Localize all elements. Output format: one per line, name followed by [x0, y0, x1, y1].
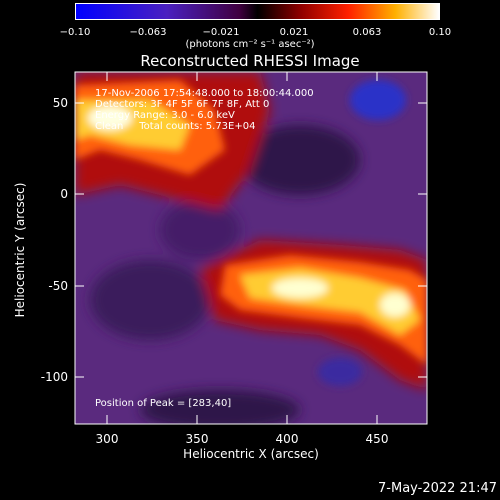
- x-tick-label: 450: [366, 432, 389, 446]
- plot-frame: [74, 71, 428, 425]
- x-axis-label: Heliocentric X (arcsec): [183, 447, 319, 461]
- y-tick-label: 50: [53, 96, 68, 110]
- y-ticks: [75, 102, 427, 378]
- colorbar-unit-label: (photons cm⁻² s⁻¹ asec⁻²): [185, 39, 315, 50]
- annotation-counts: Clean Total counts: 5.73E+04: [95, 121, 256, 132]
- timestamp: 7-May-2022 21:47: [378, 481, 497, 496]
- x-tick-label: 400: [276, 432, 299, 446]
- colorbar-tick: −0.063: [129, 27, 167, 38]
- y-axis-label: Heliocentric Y (arcsec): [13, 182, 27, 318]
- y-tick-label: 0: [60, 187, 68, 201]
- annotation-detectors: Detectors: 3F 4F 5F 6F 7F 8F, Att 0: [95, 99, 270, 110]
- x-ticks: [106, 72, 378, 424]
- annotation-time: 17-Nov-2006 17:54:48.000 to 18:00:44.000: [95, 88, 314, 99]
- annotation-peak-position: Position of Peak = [283,40]: [95, 398, 232, 409]
- y-tick-label: -100: [41, 370, 68, 384]
- colorbar-tick: −0.021: [202, 27, 240, 38]
- chart-title: Reconstructed RHESSI Image: [140, 52, 360, 70]
- colorbar-tick: −0.10: [59, 27, 91, 38]
- y-tick-label: -50: [48, 279, 68, 293]
- colorbar-tick: 0.10: [428, 27, 452, 38]
- annotation-energy: Energy Range: 3.0 - 6.0 keV: [95, 110, 235, 121]
- colorbar-tick: 0.063: [352, 27, 382, 38]
- x-tick-label: 300: [96, 432, 119, 446]
- x-tick-label: 350: [186, 432, 209, 446]
- colorbar: [75, 3, 440, 20]
- colorbar-tick: 0.021: [279, 27, 309, 38]
